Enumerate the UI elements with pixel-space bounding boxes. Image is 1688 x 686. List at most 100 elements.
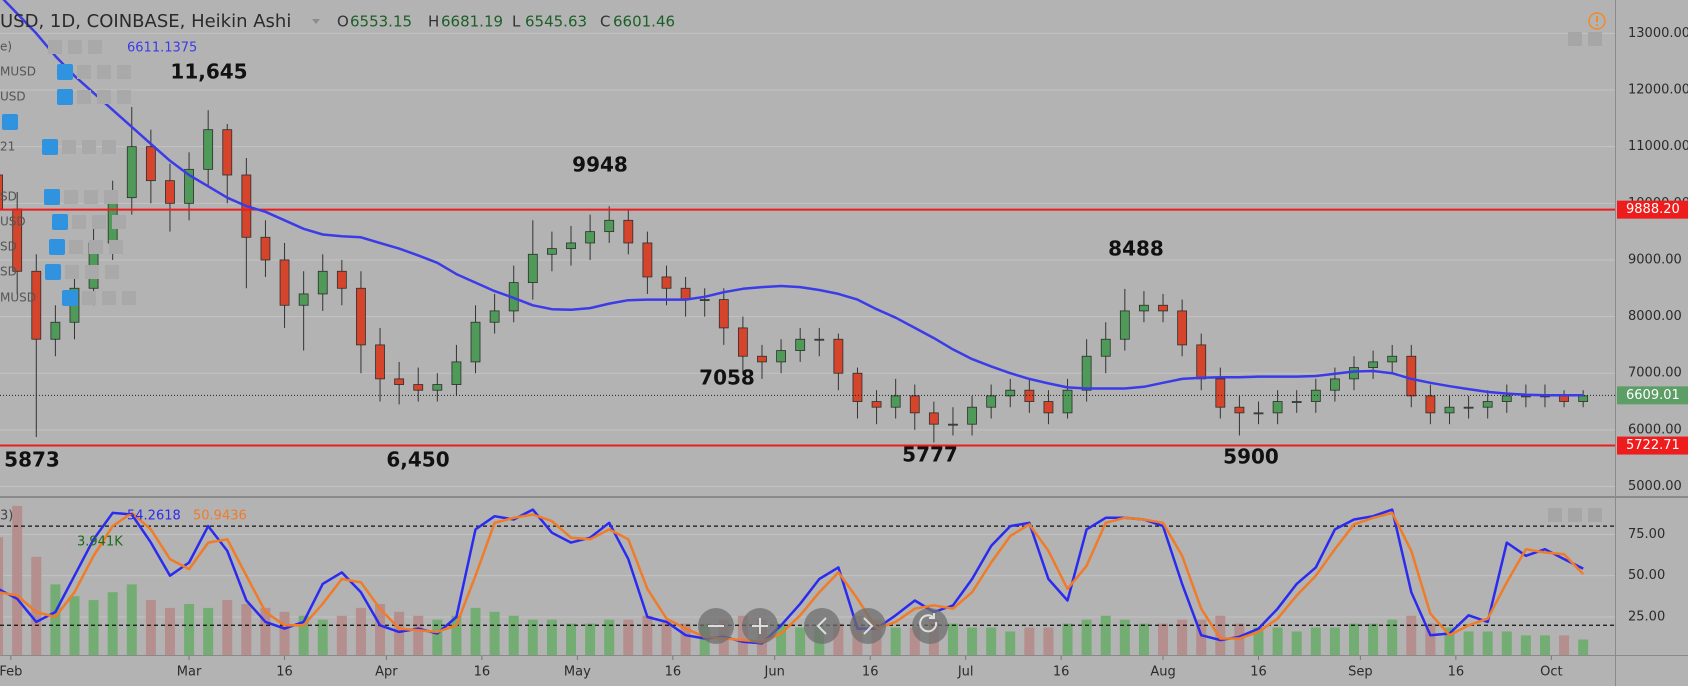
- zoom-in-button[interactable]: [742, 608, 778, 644]
- visibility-toggle[interactable]: [2, 114, 18, 130]
- dropdown-arrow[interactable]: [312, 19, 320, 24]
- candle-body: [298, 293, 309, 306]
- indicator-button[interactable]: [64, 190, 78, 204]
- indicator-button[interactable]: [62, 140, 76, 154]
- candle-body: [795, 338, 806, 351]
- indicator-button[interactable]: [82, 140, 96, 154]
- candle-body: [260, 236, 271, 261]
- series-line: [2, 0, 1584, 397]
- indicator-button[interactable]: [89, 240, 103, 254]
- indicator-button[interactable]: [97, 65, 111, 79]
- volume-bar: [317, 619, 328, 655]
- candle-body: [718, 299, 729, 329]
- visibility-toggle[interactable]: [45, 264, 61, 280]
- indicator-button[interactable]: [117, 65, 131, 79]
- visibility-toggle[interactable]: [49, 239, 65, 255]
- volume-bar: [432, 619, 443, 655]
- volume-bar: [1272, 627, 1283, 655]
- indicator-button[interactable]: [112, 215, 126, 229]
- indicator-label: SD: [0, 240, 17, 254]
- visibility-toggle[interactable]: [52, 214, 68, 230]
- candle-body: [1291, 401, 1302, 403]
- indicator-button[interactable]: [65, 265, 79, 279]
- candle-body: [871, 401, 882, 408]
- indicator-label: USD: [0, 215, 26, 229]
- candle-body: [852, 372, 863, 402]
- candle-body: [279, 259, 290, 306]
- indicator-button[interactable]: [104, 190, 118, 204]
- indicator-button[interactable]: [122, 291, 136, 305]
- indicator-button[interactable]: [102, 140, 116, 154]
- volume-bar: [1368, 623, 1379, 655]
- series-line: [0, 511, 1585, 644]
- panel-button[interactable]: [1588, 508, 1602, 522]
- alert-icon[interactable]: [1588, 12, 1606, 30]
- candle-body: [1100, 338, 1111, 357]
- volume-bar: [1539, 635, 1550, 655]
- scroll-left-button[interactable]: [804, 608, 840, 644]
- annotation: 5900: [1223, 445, 1279, 469]
- volume-bar: [470, 607, 481, 655]
- indicator-button[interactable]: [82, 291, 96, 305]
- x-tick-label: 16: [665, 665, 682, 680]
- panel-button[interactable]: [1568, 508, 1582, 522]
- indicator-button[interactable]: [77, 90, 91, 104]
- volume-bar: [795, 627, 806, 655]
- candle-body: [661, 276, 672, 289]
- panel-button[interactable]: [1548, 508, 1562, 522]
- volume-bar: [336, 615, 347, 655]
- y-tick-label: 9000.00: [1628, 252, 1682, 267]
- volume-bar: [1501, 631, 1512, 655]
- volume-bar: [260, 607, 271, 655]
- panel-button[interactable]: [1568, 32, 1582, 46]
- reset-button[interactable]: [912, 608, 948, 644]
- indicator-button[interactable]: [88, 40, 102, 54]
- ohlc-letter: H: [428, 13, 439, 31]
- indicator-button[interactable]: [68, 40, 82, 54]
- visibility-toggle[interactable]: [44, 189, 60, 205]
- ohlc-value: 6601.46: [613, 13, 675, 31]
- scroll-right-button[interactable]: [850, 608, 886, 644]
- candle-body: [1272, 401, 1283, 414]
- candle-body: [699, 299, 710, 301]
- visibility-toggle[interactable]: [57, 64, 73, 80]
- candle-body: [1119, 310, 1130, 340]
- volume-bar: [489, 611, 500, 655]
- volume-bar: [1463, 631, 1474, 655]
- candle-body: [203, 129, 214, 170]
- panel-button[interactable]: [1588, 32, 1602, 46]
- y-tick-label: 13000.00: [1628, 26, 1688, 41]
- volume-bar: [88, 600, 99, 655]
- zoom-out-button[interactable]: [698, 608, 734, 644]
- candle-body: [776, 350, 786, 363]
- volume-bar: [1100, 615, 1111, 655]
- indicator-button[interactable]: [92, 215, 106, 229]
- indicator-button[interactable]: [77, 65, 91, 79]
- indicator-button[interactable]: [85, 265, 99, 279]
- indicator-button[interactable]: [72, 215, 86, 229]
- indicator-button[interactable]: [84, 190, 98, 204]
- indicator-button[interactable]: [97, 90, 111, 104]
- indicator-button[interactable]: [102, 291, 116, 305]
- indicator-button[interactable]: [109, 240, 123, 254]
- y-tick-label: 12000.00: [1628, 83, 1688, 98]
- indicator-button[interactable]: [105, 265, 119, 279]
- indicator-button[interactable]: [69, 240, 83, 254]
- visibility-toggle[interactable]: [42, 139, 58, 155]
- candle-body: [547, 248, 557, 255]
- scales: 5000.006000.007000.008000.009000.0010000…: [0, 26, 1688, 680]
- annotation: 8488: [1108, 237, 1164, 261]
- candle-body: [986, 395, 997, 408]
- indicator-button[interactable]: [48, 40, 62, 54]
- indicator-button[interactable]: [117, 90, 131, 104]
- x-tick-label: 16: [474, 665, 491, 680]
- candle-body: [1043, 401, 1054, 414]
- candle-body: [1463, 406, 1474, 409]
- annotation: 5873: [4, 448, 60, 472]
- visibility-toggle[interactable]: [57, 89, 73, 105]
- indicator-label: SD: [0, 190, 17, 204]
- volume-bar: [1425, 623, 1436, 655]
- visibility-toggle[interactable]: [62, 290, 78, 306]
- volume-bar: [776, 623, 787, 655]
- candle-body: [31, 270, 42, 340]
